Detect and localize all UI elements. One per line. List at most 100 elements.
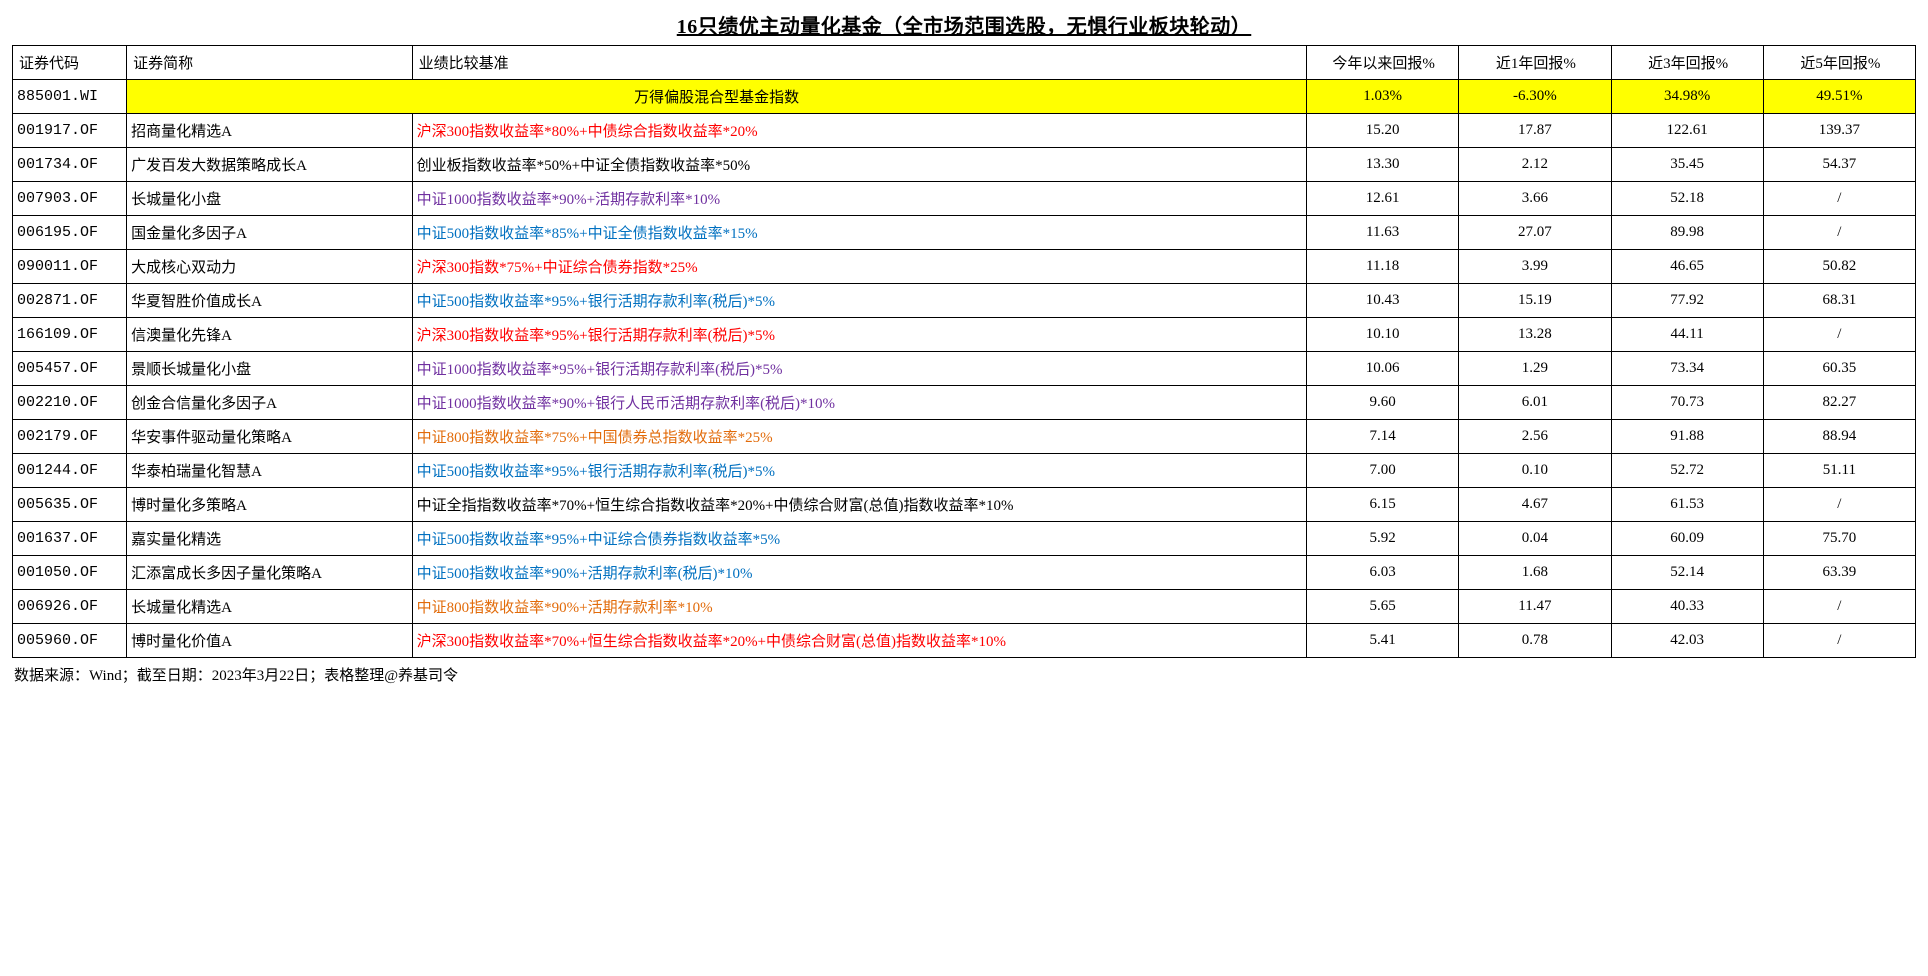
cell-ytd: 15.20 <box>1307 114 1459 148</box>
cell-name: 汇添富成长多因子量化策略A <box>127 556 412 590</box>
cell-r1y: 2.56 <box>1459 420 1611 454</box>
cell-ytd: 9.60 <box>1307 386 1459 420</box>
cell-ytd: 6.03 <box>1307 556 1459 590</box>
cell-r3y: 52.72 <box>1611 454 1763 488</box>
cell-r3y: 73.34 <box>1611 352 1763 386</box>
table-row: 005457.OF景顺长城量化小盘中证1000指数收益率*95%+银行活期存款利… <box>13 352 1916 386</box>
cell-code: 001050.OF <box>13 556 127 590</box>
cell-bench: 中证800指数收益率*75%+中国债券总指数收益率*25% <box>412 420 1306 454</box>
col-header-bench: 业绩比较基准 <box>412 46 1306 80</box>
cell-r1y: -6.30% <box>1459 80 1611 114</box>
cell-bench: 中证全指指数收益率*70%+恒生综合指数收益率*20%+中债综合财富(总值)指数… <box>412 488 1306 522</box>
cell-bench: 中证800指数收益率*90%+活期存款利率*10% <box>412 590 1306 624</box>
cell-code: 005457.OF <box>13 352 127 386</box>
page-title: 16只绩优主动量化基金（全市场范围选股，无惧行业板块轮动） <box>12 10 1916 39</box>
cell-ytd: 12.61 <box>1307 182 1459 216</box>
cell-bench: 沪深300指数*75%+中证综合债券指数*25% <box>412 250 1306 284</box>
cell-r3y: 40.33 <box>1611 590 1763 624</box>
cell-r3y: 44.11 <box>1611 318 1763 352</box>
cell-name: 博时量化多策略A <box>127 488 412 522</box>
cell-name: 大成核心双动力 <box>127 250 412 284</box>
cell-name: 华夏智胜价值成长A <box>127 284 412 318</box>
cell-r5y: 51.11 <box>1763 454 1915 488</box>
index-name: 万得偏股混合型基金指数 <box>127 80 1307 114</box>
cell-ytd: 7.14 <box>1307 420 1459 454</box>
cell-r3y: 52.18 <box>1611 182 1763 216</box>
cell-r1y: 0.10 <box>1459 454 1611 488</box>
cell-bench: 创业板指数收益率*50%+中证全债指数收益率*50% <box>412 148 1306 182</box>
cell-r3y: 34.98% <box>1611 80 1763 114</box>
cell-r1y: 1.68 <box>1459 556 1611 590</box>
cell-ytd: 10.06 <box>1307 352 1459 386</box>
cell-code: 090011.OF <box>13 250 127 284</box>
cell-code: 166109.OF <box>13 318 127 352</box>
cell-code: 005960.OF <box>13 624 127 658</box>
cell-code: 002210.OF <box>13 386 127 420</box>
cell-name: 华安事件驱动量化策略A <box>127 420 412 454</box>
cell-bench: 中证500指数收益率*95%+中证综合债券指数收益率*5% <box>412 522 1306 556</box>
cell-ytd: 5.41 <box>1307 624 1459 658</box>
cell-bench: 沪深300指数收益率*70%+恒生综合指数收益率*20%+中债综合财富(总值)指… <box>412 624 1306 658</box>
cell-bench: 中证500指数收益率*95%+银行活期存款利率(税后)*5% <box>412 284 1306 318</box>
table-header-row: 证券代码证券简称业绩比较基准今年以来回报%近1年回报%近3年回报%近5年回报% <box>13 46 1916 80</box>
cell-r1y: 6.01 <box>1459 386 1611 420</box>
cell-ytd: 11.18 <box>1307 250 1459 284</box>
table-row: 002871.OF华夏智胜价值成长A中证500指数收益率*95%+银行活期存款利… <box>13 284 1916 318</box>
table-row: 002210.OF创金合信量化多因子A中证1000指数收益率*90%+银行人民币… <box>13 386 1916 420</box>
cell-bench: 中证500指数收益率*90%+活期存款利率(税后)*10% <box>412 556 1306 590</box>
cell-r3y: 77.92 <box>1611 284 1763 318</box>
cell-name: 长城量化小盘 <box>127 182 412 216</box>
cell-r3y: 91.88 <box>1611 420 1763 454</box>
cell-r1y: 1.29 <box>1459 352 1611 386</box>
col-header-name: 证券简称 <box>127 46 412 80</box>
cell-code: 002179.OF <box>13 420 127 454</box>
cell-code: 885001.WI <box>13 80 127 114</box>
cell-r1y: 11.47 <box>1459 590 1611 624</box>
col-header-ytd: 今年以来回报% <box>1307 46 1459 80</box>
col-header-code: 证券代码 <box>13 46 127 80</box>
cell-bench: 中证1000指数收益率*90%+活期存款利率*10% <box>412 182 1306 216</box>
cell-code: 001637.OF <box>13 522 127 556</box>
table-row: 002179.OF华安事件驱动量化策略A中证800指数收益率*75%+中国债券总… <box>13 420 1916 454</box>
table-row: 001637.OF嘉实量化精选中证500指数收益率*95%+中证综合债券指数收益… <box>13 522 1916 556</box>
cell-r5y: 88.94 <box>1763 420 1915 454</box>
col-header-r5y: 近5年回报% <box>1763 46 1915 80</box>
cell-bench: 中证500指数收益率*85%+中证全债指数收益率*15% <box>412 216 1306 250</box>
cell-r1y: 4.67 <box>1459 488 1611 522</box>
cell-code: 007903.OF <box>13 182 127 216</box>
table-row: 001734.OF广发百发大数据策略成长A创业板指数收益率*50%+中证全债指数… <box>13 148 1916 182</box>
cell-name: 创金合信量化多因子A <box>127 386 412 420</box>
cell-ytd: 7.00 <box>1307 454 1459 488</box>
cell-r3y: 122.61 <box>1611 114 1763 148</box>
cell-bench: 中证1000指数收益率*95%+银行活期存款利率(税后)*5% <box>412 352 1306 386</box>
cell-code: 006195.OF <box>13 216 127 250</box>
cell-ytd: 1.03% <box>1307 80 1459 114</box>
cell-r3y: 52.14 <box>1611 556 1763 590</box>
cell-bench: 沪深300指数收益率*80%+中债综合指数收益率*20% <box>412 114 1306 148</box>
cell-code: 005635.OF <box>13 488 127 522</box>
cell-ytd: 13.30 <box>1307 148 1459 182</box>
cell-code: 002871.OF <box>13 284 127 318</box>
cell-code: 001917.OF <box>13 114 127 148</box>
cell-r5y: 68.31 <box>1763 284 1915 318</box>
cell-r5y: 75.70 <box>1763 522 1915 556</box>
cell-r1y: 0.04 <box>1459 522 1611 556</box>
cell-r5y: 63.39 <box>1763 556 1915 590</box>
cell-r3y: 89.98 <box>1611 216 1763 250</box>
cell-r5y: / <box>1763 590 1915 624</box>
cell-ytd: 10.43 <box>1307 284 1459 318</box>
cell-r5y: / <box>1763 488 1915 522</box>
cell-r1y: 15.19 <box>1459 284 1611 318</box>
cell-ytd: 5.65 <box>1307 590 1459 624</box>
cell-code: 001734.OF <box>13 148 127 182</box>
cell-bench: 中证1000指数收益率*90%+银行人民币活期存款利率(税后)*10% <box>412 386 1306 420</box>
cell-name: 嘉实量化精选 <box>127 522 412 556</box>
cell-bench: 中证500指数收益率*95%+银行活期存款利率(税后)*5% <box>412 454 1306 488</box>
table-row: 001244.OF华泰柏瑞量化智慧A中证500指数收益率*95%+银行活期存款利… <box>13 454 1916 488</box>
table-row: 006195.OF国金量化多因子A中证500指数收益率*85%+中证全债指数收益… <box>13 216 1916 250</box>
cell-ytd: 10.10 <box>1307 318 1459 352</box>
table-row: 006926.OF长城量化精选A中证800指数收益率*90%+活期存款利率*10… <box>13 590 1916 624</box>
cell-r3y: 35.45 <box>1611 148 1763 182</box>
table-row: 001917.OF招商量化精选A沪深300指数收益率*80%+中债综合指数收益率… <box>13 114 1916 148</box>
cell-r1y: 27.07 <box>1459 216 1611 250</box>
